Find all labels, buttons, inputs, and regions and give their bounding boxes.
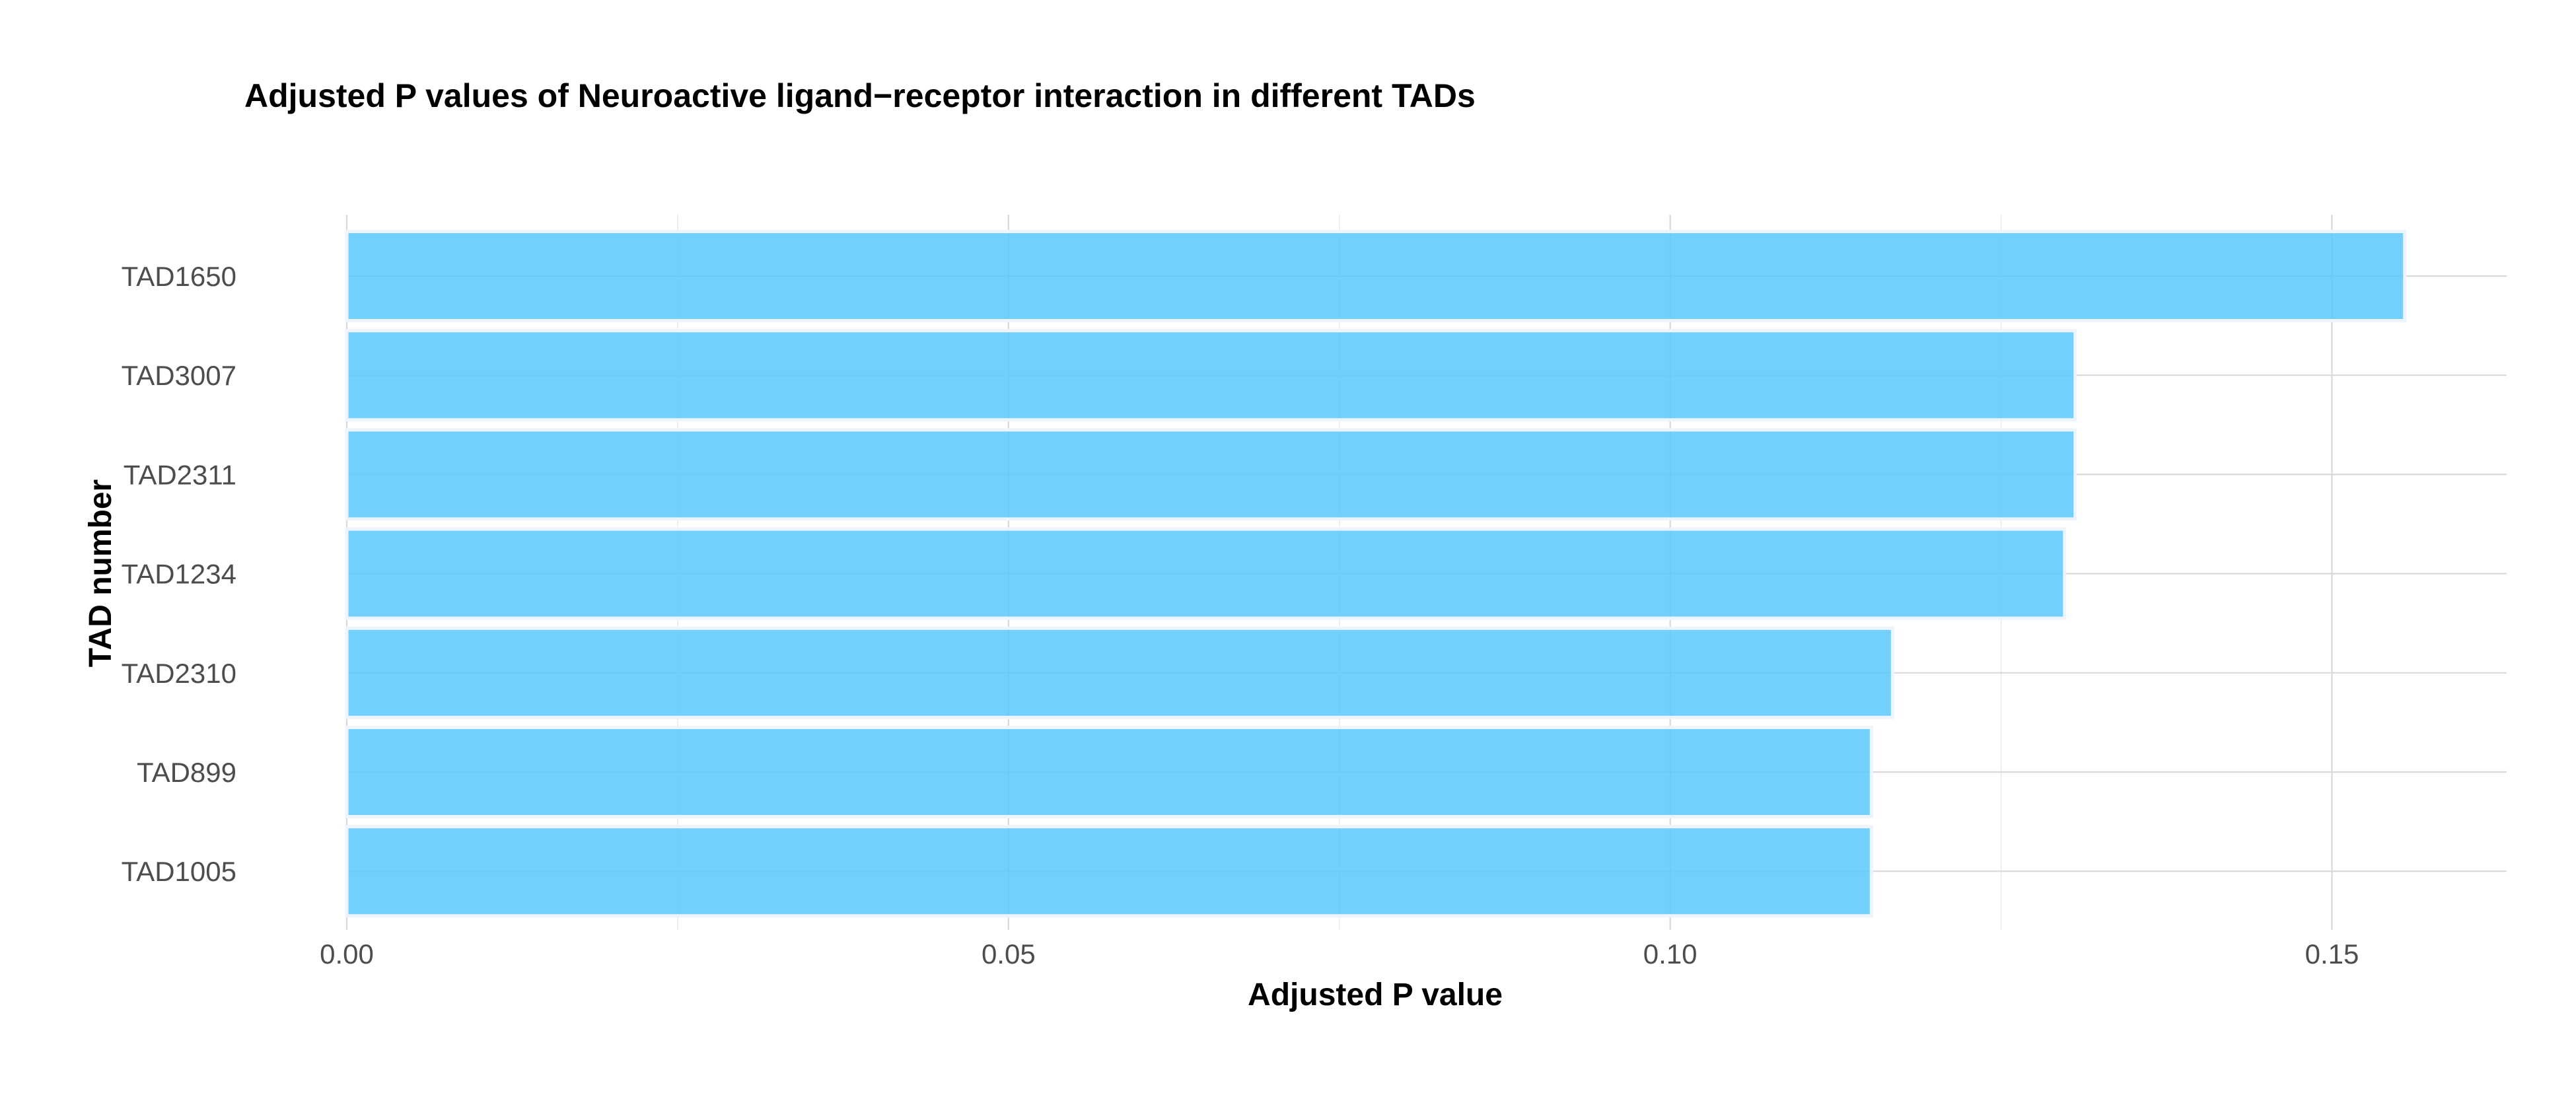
y-tick-label: TAD2310 bbox=[122, 658, 236, 689]
y-tick-label: TAD1234 bbox=[122, 559, 236, 590]
x-tick-label: 0.00 bbox=[320, 938, 374, 970]
x-tick-label: 0.10 bbox=[1643, 938, 1698, 970]
chart-title: Adjusted P values of Neuroactive ligand−… bbox=[244, 77, 1476, 114]
x-axis-title: Adjusted P value bbox=[1248, 977, 1503, 1012]
bar-tad2310 bbox=[345, 626, 1894, 719]
bar-tad1650 bbox=[345, 230, 2407, 322]
bar-tad899 bbox=[345, 726, 1873, 818]
bar-tad2311 bbox=[345, 428, 2077, 521]
y-tick-label: TAD2311 bbox=[124, 459, 236, 490]
bar-tad3007 bbox=[345, 329, 2077, 422]
y-tick-label: TAD899 bbox=[137, 757, 236, 788]
x-tick-label: 0.15 bbox=[2305, 938, 2359, 970]
bar-layer bbox=[345, 230, 2407, 918]
y-axis-title: TAD number bbox=[83, 479, 118, 667]
x-tick-label: 0.05 bbox=[982, 938, 1036, 970]
y-tick-label: TAD1650 bbox=[122, 261, 236, 292]
y-tick-label: TAD3007 bbox=[122, 360, 236, 391]
bar-tad1234 bbox=[345, 527, 2067, 620]
y-tick-label: TAD1005 bbox=[122, 856, 236, 887]
tick-layer: 0.00 0.05 0.10 0.15 TAD1650 TAD3007 TAD2311 TAD… bbox=[122, 261, 2359, 970]
bar-tad1005 bbox=[345, 825, 1873, 918]
